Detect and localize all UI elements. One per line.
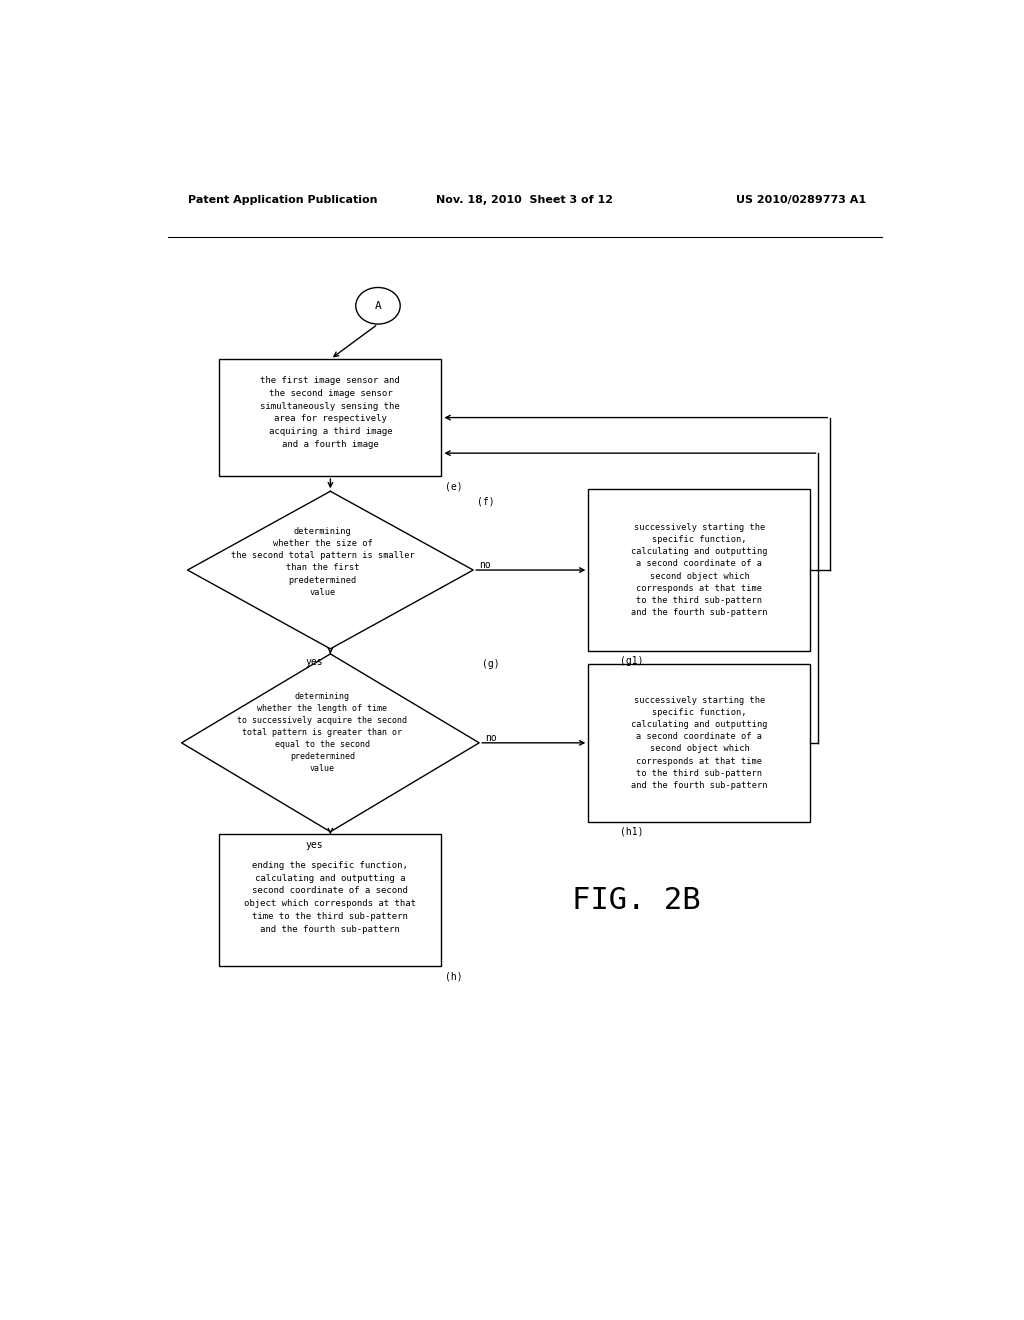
Bar: [588, 664, 811, 821]
Text: (f): (f): [477, 496, 495, 507]
Text: FIG. 2B: FIG. 2B: [571, 886, 700, 915]
Text: (h1): (h1): [620, 826, 643, 837]
Text: (h): (h): [445, 972, 463, 982]
Bar: [219, 834, 441, 966]
Bar: [219, 359, 441, 477]
Text: Patent Application Publication: Patent Application Publication: [187, 195, 377, 205]
Text: successively starting the
specific function,
calculating and outputting
a second: successively starting the specific funct…: [631, 523, 768, 616]
Text: determining
whether the size of
the second total pattern is smaller
than the fir: determining whether the size of the seco…: [230, 527, 415, 597]
Text: successively starting the
specific function,
calculating and outputting
a second: successively starting the specific funct…: [631, 696, 768, 789]
Bar: [588, 488, 811, 651]
Text: Nov. 18, 2010  Sheet 3 of 12: Nov. 18, 2010 Sheet 3 of 12: [436, 195, 613, 205]
Text: ending the specific function,
calculating and outputting a
second coordinate of : ending the specific function, calculatin…: [245, 861, 417, 935]
Text: no: no: [485, 733, 498, 743]
Text: the first image sensor and
the second image sensor
simultaneously sensing the
ar: the first image sensor and the second im…: [260, 376, 400, 449]
Text: determining
whether the length of time
to successively acquire the second
total : determining whether the length of time t…: [238, 692, 408, 774]
Text: (g): (g): [481, 659, 499, 669]
Text: (e): (e): [445, 480, 463, 491]
Text: yes: yes: [306, 657, 324, 667]
Text: A: A: [375, 301, 381, 310]
Text: US 2010/0289773 A1: US 2010/0289773 A1: [736, 195, 866, 205]
Text: yes: yes: [306, 840, 324, 850]
Text: no: no: [479, 560, 492, 570]
Text: (g1): (g1): [620, 656, 643, 667]
